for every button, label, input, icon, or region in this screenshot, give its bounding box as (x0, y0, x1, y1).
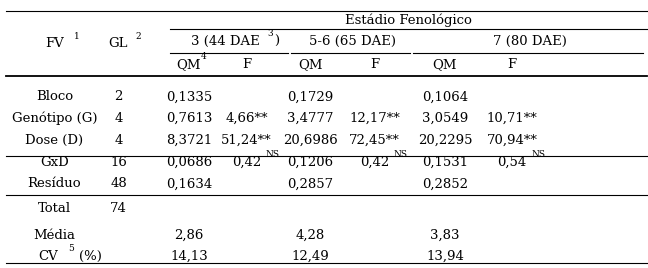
Text: 0,1634: 0,1634 (166, 177, 212, 190)
Text: 0,2857: 0,2857 (288, 177, 334, 190)
Text: 2: 2 (136, 32, 141, 40)
Text: Resíduo: Resíduo (28, 177, 81, 190)
Text: 3: 3 (267, 29, 273, 38)
Text: 0,0686: 0,0686 (166, 156, 212, 169)
Text: FV: FV (45, 37, 64, 50)
Text: 20,2295: 20,2295 (418, 134, 472, 147)
Text: 0,42: 0,42 (232, 156, 261, 169)
Text: 70,94**: 70,94** (487, 134, 538, 147)
Text: 48: 48 (110, 177, 127, 190)
Text: 0,7613: 0,7613 (166, 112, 212, 125)
Text: 13,94: 13,94 (426, 250, 464, 262)
Text: 7 (80 DAE): 7 (80 DAE) (493, 35, 567, 48)
Text: 4,28: 4,28 (296, 229, 325, 242)
Text: 0,54: 0,54 (498, 156, 527, 169)
Text: NS: NS (394, 150, 408, 159)
Text: Genótipo (G): Genótipo (G) (12, 112, 97, 125)
Text: F: F (507, 58, 516, 71)
Text: 72,45**: 72,45** (349, 134, 400, 147)
Text: 5: 5 (69, 244, 75, 253)
Text: 20,6986: 20,6986 (283, 134, 338, 147)
Text: 14,13: 14,13 (170, 250, 208, 262)
Text: F: F (242, 58, 251, 71)
Text: Estádio Fenológico: Estádio Fenológico (345, 13, 472, 27)
Text: 3 (44 DAE: 3 (44 DAE (191, 35, 260, 48)
Text: 4,66**: 4,66** (226, 112, 268, 125)
Text: 51,24**: 51,24** (221, 134, 272, 147)
Text: 5-6 (65 DAE): 5-6 (65 DAE) (308, 35, 396, 48)
Text: QM: QM (433, 58, 457, 71)
Text: NS: NS (531, 150, 546, 159)
Text: 4: 4 (114, 112, 122, 125)
Text: 1: 1 (74, 32, 80, 40)
Text: 4: 4 (114, 134, 122, 147)
Text: GxD: GxD (40, 156, 69, 169)
Text: 0,2852: 0,2852 (422, 177, 468, 190)
Text: 0,1729: 0,1729 (288, 90, 334, 103)
Text: ): ) (274, 35, 279, 48)
Text: 0,42: 0,42 (360, 156, 389, 169)
Text: 0,1064: 0,1064 (422, 90, 468, 103)
Text: Bloco: Bloco (36, 90, 73, 103)
Text: QM: QM (177, 58, 201, 71)
Text: Total: Total (38, 202, 71, 215)
Text: 0,1206: 0,1206 (288, 156, 334, 169)
Text: (%): (%) (79, 250, 102, 262)
Text: Média: Média (34, 229, 75, 242)
Text: 3,83: 3,83 (430, 229, 459, 242)
Text: CV: CV (38, 250, 58, 262)
Text: 3,0549: 3,0549 (422, 112, 468, 125)
Text: 12,17**: 12,17** (349, 112, 400, 125)
Text: 0,1335: 0,1335 (166, 90, 212, 103)
Text: GL: GL (109, 37, 128, 50)
Text: 12,49: 12,49 (292, 250, 329, 262)
Text: NS: NS (266, 150, 280, 159)
Text: Dose (D): Dose (D) (25, 134, 84, 147)
Text: F: F (370, 58, 379, 71)
Text: 2,86: 2,86 (174, 229, 203, 242)
Text: 4: 4 (201, 52, 207, 61)
Text: 16: 16 (110, 156, 127, 169)
Text: 2: 2 (114, 90, 122, 103)
Text: 3,4777: 3,4777 (287, 112, 334, 125)
Text: 74: 74 (110, 202, 127, 215)
Text: 10,71**: 10,71** (487, 112, 538, 125)
Text: 8,3721: 8,3721 (166, 134, 212, 147)
Text: QM: QM (298, 58, 323, 71)
Text: 0,1531: 0,1531 (422, 156, 468, 169)
